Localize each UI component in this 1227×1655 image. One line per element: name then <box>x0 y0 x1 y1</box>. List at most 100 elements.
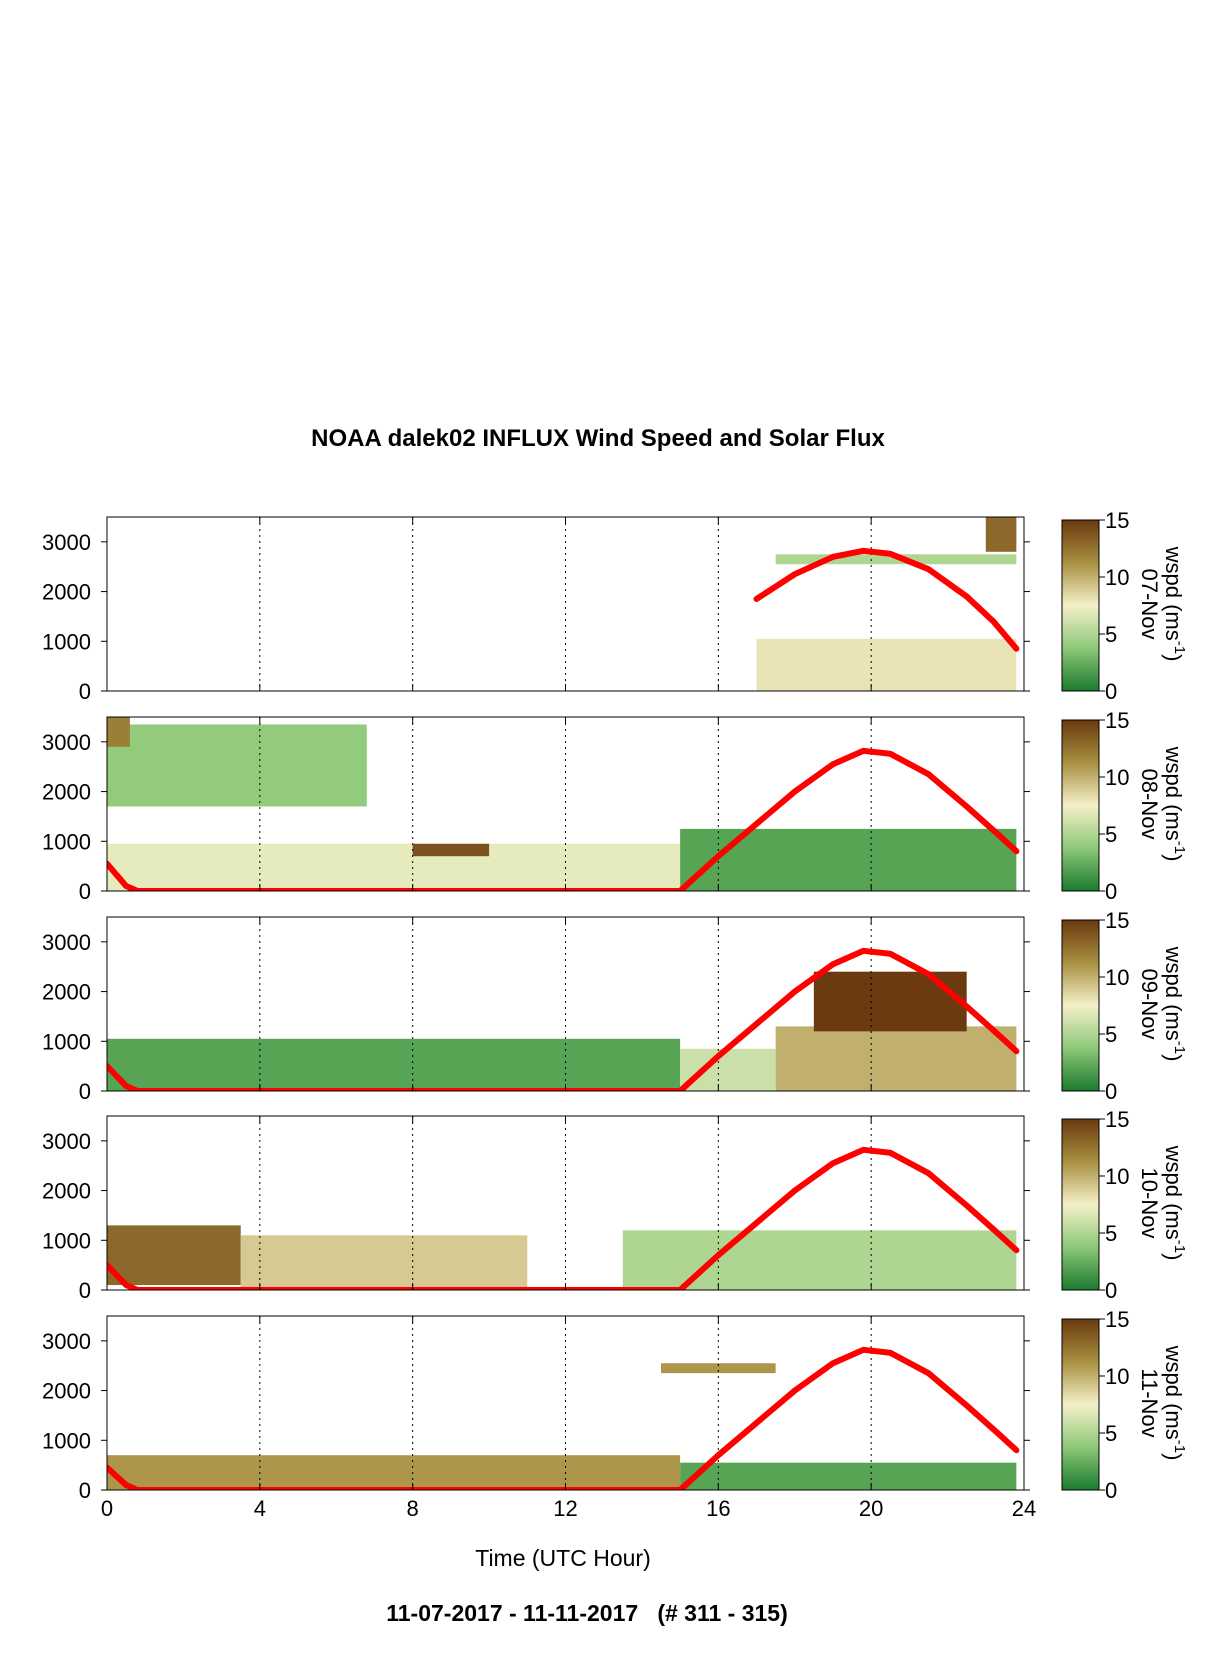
y-tick-label: 0 <box>79 879 91 904</box>
colorbar-tick-label: 10 <box>1105 1164 1129 1189</box>
colorbar-tick-label: 15 <box>1105 508 1129 533</box>
y-tick-label: 1000 <box>42 629 91 654</box>
colorbar-label: wspd (ms-1) 07-Nov <box>1137 546 1188 662</box>
heatmap <box>107 971 1017 1091</box>
colorbar-tick-label: 10 <box>1105 565 1129 590</box>
heatmap <box>107 1363 1017 1490</box>
colorbar-tick-label: 5 <box>1105 1421 1117 1446</box>
colorbar-tick-label: 10 <box>1105 965 1129 990</box>
x-axis-label: Time (UTC Hour) <box>475 1545 650 1571</box>
y-tick-label: 1000 <box>42 829 91 854</box>
y-tick-label: 0 <box>79 1278 91 1303</box>
heatmap-cell <box>985 517 1017 552</box>
solar-flux-line <box>753 547 1020 652</box>
solar-flux-line <box>107 747 1020 891</box>
panel-date-label: 07-Nov <box>1137 569 1162 640</box>
y-tick-label: 2000 <box>42 980 91 1005</box>
x-tick-label: 16 <box>706 1496 730 1521</box>
panel-date-label: 10-Nov <box>1137 1168 1162 1239</box>
heatmap-cell <box>412 843 490 857</box>
colorbar-label-close: ) <box>1161 1453 1186 1460</box>
colorbar-label-text: wspd (ms <box>1161 546 1186 641</box>
heatmap-cell <box>622 1230 1017 1290</box>
y-tick-label: 3000 <box>42 1329 91 1354</box>
colorbar-tick-label: 15 <box>1105 1307 1129 1332</box>
panel-08-nov: 0 1000 2000 3000 0 5 10 15 wspd (ms-1) 08-Nov <box>42 708 1188 904</box>
panel-07-nov: 0 1000 2000 3000 0 5 10 15 wspd (ms-1) 07-Nov <box>42 508 1188 704</box>
colorbar-label-text: wspd (ms <box>1161 1145 1186 1240</box>
colorbar-tick-label: 15 <box>1105 1107 1129 1132</box>
colorbar <box>1061 1118 1100 1291</box>
x-tick-label: 12 <box>553 1496 577 1521</box>
heatmap-cell <box>756 638 1017 691</box>
colorbar-label: wspd (ms-1) 11-Nov <box>1137 1345 1188 1461</box>
chart-title: NOAA dalek02 INFLUX Wind Speed and Solar… <box>311 425 885 452</box>
panel-date-label: 09-Nov <box>1137 969 1162 1040</box>
y-tick-label: 1000 <box>42 1428 91 1453</box>
colorbar-label-exponent: -1 <box>1171 1440 1188 1453</box>
colorbar-label-exponent: -1 <box>1171 641 1188 654</box>
x-tick-label: 20 <box>859 1496 883 1521</box>
heatmap <box>107 717 1017 891</box>
colorbar-label: wspd (ms-1) 10-Nov <box>1137 1145 1188 1261</box>
heatmap-cell <box>107 724 367 807</box>
heatmap-cell <box>107 717 130 747</box>
colorbar-tick-label: 15 <box>1105 708 1129 733</box>
x-tick-label: 0 <box>101 1496 113 1521</box>
y-tick-label: 2000 <box>42 580 91 605</box>
colorbar-tick-label: 5 <box>1105 622 1117 647</box>
panel-11-nov: 0 1000 2000 3000 0 5 10 15 wspd (ms-1) 11-Nov <box>42 1307 1188 1503</box>
y-tick-label: 0 <box>79 679 91 704</box>
heatmap-cell <box>107 1038 681 1091</box>
x-tick-label: 4 <box>254 1496 266 1521</box>
y-tick-label: 3000 <box>42 730 91 755</box>
heatmap-cell <box>775 1026 1017 1091</box>
colorbar-label-text: wspd (ms <box>1161 746 1186 841</box>
colorbar-tick-label: 0 <box>1105 1079 1117 1104</box>
colorbar-tick-label: 15 <box>1105 908 1129 933</box>
colorbar-label-close: ) <box>1161 1054 1186 1061</box>
footer-date-range: 11-07-2017 - 11-11-2017 (# 311 - 315) <box>386 1600 788 1626</box>
y-tick-label: 3000 <box>42 930 91 955</box>
colorbar <box>1061 519 1100 692</box>
solar-flux-line <box>107 1146 1020 1290</box>
solar-flux-line <box>107 947 1020 1091</box>
y-tick-label: 0 <box>79 1079 91 1104</box>
y-tick-label: 2000 <box>42 780 91 805</box>
colorbar-label-exponent: -1 <box>1171 841 1188 854</box>
colorbar-label: wspd (ms-1) 09-Nov <box>1137 946 1188 1062</box>
heatmap-cell <box>680 1048 776 1091</box>
colorbar-tick-label: 5 <box>1105 1022 1117 1047</box>
colorbar-label-close: ) <box>1161 1253 1186 1260</box>
y-tick-label: 0 <box>79 1478 91 1503</box>
colorbar-tick-label: 0 <box>1105 1478 1117 1503</box>
colorbar <box>1061 919 1100 1092</box>
x-tick-label: 24 <box>1012 1496 1036 1521</box>
heatmap-cell <box>680 1462 1017 1490</box>
colorbar-tick-label: 0 <box>1105 679 1117 704</box>
colorbar-label-exponent: -1 <box>1171 1240 1188 1253</box>
heatmap-cell <box>107 1225 241 1286</box>
colorbar-label: wspd (ms-1) 08-Nov <box>1137 746 1188 862</box>
colorbar-label-close: ) <box>1161 854 1186 861</box>
heatmap <box>107 1225 1017 1290</box>
colorbar-label-close: ) <box>1161 654 1186 661</box>
y-tick-label: 1000 <box>42 1228 91 1253</box>
y-tick-label: 3000 <box>42 1129 91 1154</box>
y-tick-label: 2000 <box>42 1379 91 1404</box>
panel-date-label: 11-Nov <box>1137 1368 1162 1437</box>
heatmap-cell <box>680 828 1017 891</box>
heatmap-cell <box>661 1363 776 1374</box>
colorbar-label-exponent: -1 <box>1171 1041 1188 1054</box>
panel-date-label: 08-Nov <box>1137 769 1162 840</box>
colorbar-label-text: wspd (ms <box>1161 946 1186 1041</box>
colorbar-tick-label: 10 <box>1105 1364 1129 1389</box>
y-tick-label: 1000 <box>42 1029 91 1054</box>
colorbar-tick-label: 5 <box>1105 822 1117 847</box>
y-tick-label: 2000 <box>42 1179 91 1204</box>
x-tick-label: 8 <box>407 1496 419 1521</box>
panel-09-nov: 0 1000 2000 3000 0 5 10 15 wspd (ms-1) 09-Nov <box>42 908 1188 1104</box>
heatmap-cell <box>240 1235 528 1290</box>
